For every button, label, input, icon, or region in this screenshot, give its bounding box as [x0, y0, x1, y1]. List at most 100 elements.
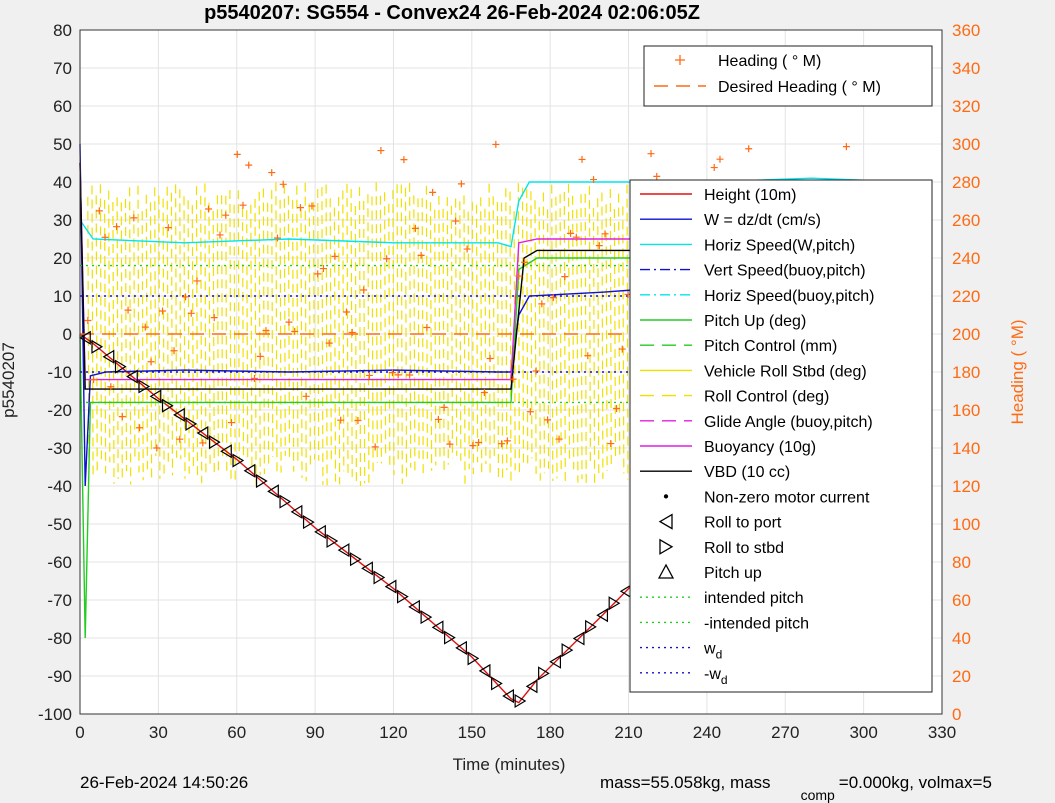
- y-tick-label: 20: [53, 249, 72, 268]
- heading-point: [101, 233, 109, 241]
- series-line: [79, 162, 911, 390]
- y-tick-label: -20: [47, 401, 72, 420]
- legend-marker: [675, 55, 685, 65]
- legend-label: Desired Heading ( ° M): [718, 79, 881, 96]
- y2-tick-label: 180: [952, 363, 980, 382]
- heading-point: [618, 345, 626, 353]
- y-tick-label: 60: [53, 97, 72, 116]
- y2-tick-label: 300: [952, 135, 980, 154]
- heading-point: [561, 273, 569, 281]
- heading-point: [555, 435, 563, 443]
- y2-tick-label: 280: [952, 173, 980, 192]
- legend-main: Height (10m) W = dz/dt (cm/s) Horiz Speed(…: [629, 179, 933, 693]
- roll-stbd-marker: [326, 533, 339, 549]
- roll-stbd-marker: [208, 435, 221, 450]
- y2-tick-label: 220: [952, 287, 980, 306]
- legend-marker: [658, 513, 673, 530]
- heading-point: [440, 403, 448, 411]
- legend-label: Vert Speed(buoy,pitch): [704, 263, 866, 280]
- heading-point: [222, 211, 230, 219]
- heading-point: [710, 164, 718, 172]
- heading-point: [141, 323, 149, 331]
- legend-label: Non-zero motor current: [704, 489, 870, 506]
- x-tick-label: 0: [75, 723, 84, 742]
- x-tick-label: 300: [849, 723, 877, 742]
- heading-point: [457, 180, 465, 188]
- heading-point: [314, 270, 322, 278]
- heading-point: [647, 150, 655, 158]
- roll-stbd-marker: [538, 666, 550, 681]
- x-tick-label: 60: [227, 723, 246, 742]
- y2-tick-label: 140: [952, 439, 980, 458]
- roll-port-marker: [431, 620, 444, 635]
- heading-point: [509, 375, 517, 383]
- legend-label: intended pitch: [704, 590, 804, 607]
- heading-point: [584, 352, 592, 360]
- heading-point: [130, 214, 138, 222]
- heading-point: [239, 201, 247, 209]
- heading-point: [452, 217, 460, 225]
- heading-point: [250, 374, 258, 382]
- roll-stbd-marker: [185, 416, 198, 431]
- x-tick-label: 330: [928, 723, 956, 742]
- legend-marker: [659, 538, 674, 555]
- legend-label: Roll to port: [704, 515, 782, 532]
- y2-tick-label: 240: [952, 249, 980, 268]
- legend-label: Vehicle Roll Stbd (deg): [704, 363, 867, 380]
- heading-point: [176, 435, 184, 443]
- roll-port-marker: [408, 599, 420, 614]
- legend-label: Horiz Speed(W,pitch): [704, 237, 855, 254]
- heading-point: [745, 145, 753, 153]
- heading-point: [578, 155, 586, 163]
- footer-comp-sub: comp: [800, 787, 835, 803]
- footer-mass-text2: =0.000kg, volmax=5: [838, 773, 992, 792]
- heading-point: [256, 352, 264, 360]
- roll-port-marker: [126, 369, 138, 384]
- heading-point: [365, 371, 373, 379]
- roll-port-marker: [173, 407, 185, 422]
- y2-tick-label: 60: [952, 591, 971, 610]
- y2-tick-label: 340: [952, 59, 980, 78]
- y-tick-label: -70: [47, 591, 72, 610]
- heading-point: [371, 443, 379, 451]
- y-axis-label: p5540207: [0, 342, 18, 418]
- roll-port-marker: [455, 640, 467, 655]
- heading-point: [113, 223, 121, 231]
- heading-point: [285, 318, 293, 326]
- heading-point: [273, 234, 281, 242]
- heading-point: [228, 419, 236, 427]
- heading-point: [245, 161, 253, 169]
- heading-point: [486, 354, 494, 362]
- roll-port-marker: [549, 654, 562, 669]
- heading-point: [233, 150, 241, 158]
- y2-tick-label: 80: [952, 553, 971, 572]
- y2-tick-label: 360: [952, 21, 980, 40]
- heading-point: [544, 416, 552, 424]
- x-tick-label: 90: [306, 723, 325, 742]
- heading-point: [480, 388, 488, 396]
- roll-stbd-marker: [349, 552, 362, 567]
- roll-stbd-marker: [302, 515, 315, 530]
- roll-port-marker: [478, 663, 491, 678]
- legend-box-main: [629, 179, 933, 693]
- heading-point: [308, 202, 316, 210]
- roll-stbd-marker: [232, 453, 245, 468]
- roll-stbd-marker: [161, 398, 174, 413]
- roll-port-marker: [361, 561, 373, 576]
- roll-stbd-marker: [467, 651, 480, 666]
- x-tick-label: 180: [536, 723, 564, 742]
- legend-label: Buoyancy (10g): [704, 439, 816, 456]
- y-tick-label: 80: [53, 21, 72, 40]
- roll-port-marker: [384, 579, 397, 594]
- y2-axis-label: Heading ( °M): [1008, 319, 1027, 424]
- heading-point: [337, 416, 345, 424]
- y-tick-label: -80: [47, 629, 72, 648]
- x-tick-label: 30: [149, 723, 168, 742]
- legend-marker: [663, 494, 669, 499]
- heading-point: [716, 155, 724, 163]
- legend-label: W = dz/dt (cm/s): [704, 212, 821, 229]
- heading-point: [164, 224, 172, 232]
- heading-point: [503, 437, 511, 445]
- y-tick-label: -10: [47, 363, 72, 382]
- x-tick-label: 150: [458, 723, 486, 742]
